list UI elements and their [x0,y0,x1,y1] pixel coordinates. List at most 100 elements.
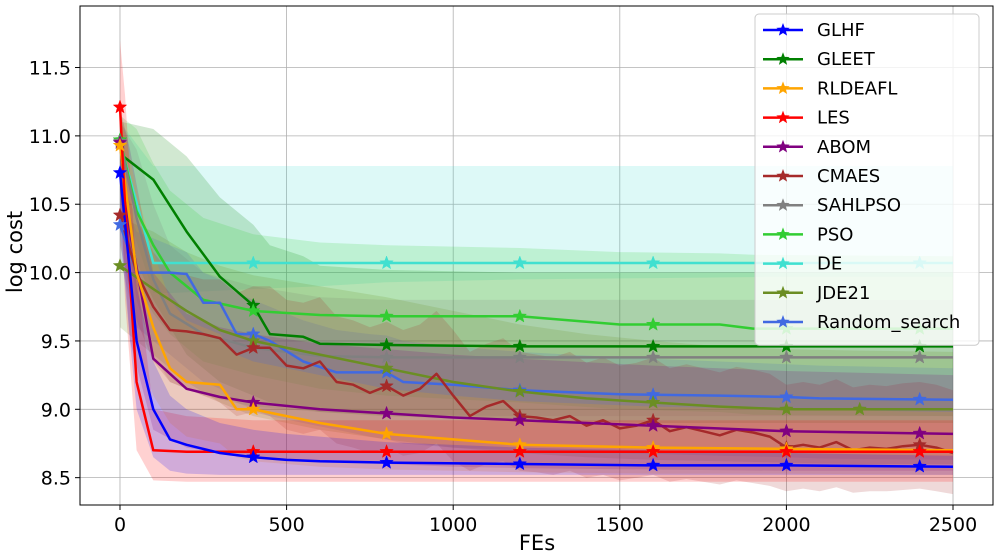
band-les [120,40,953,482]
marker-rldeafl [245,401,261,416]
marker-cmaes [112,207,128,222]
marker-sahlpso [779,349,794,364]
x-tick-label: 1000 [429,514,477,536]
y-tick-label: 10.0 [29,263,71,285]
legend-marker [776,81,790,95]
marker-de [512,255,528,270]
marker-cmaes [245,340,261,355]
marker-les [112,99,128,114]
marker-abom [912,425,928,440]
plot-frame [79,5,994,506]
legend: GLHF GLEET RLDEAFL LES ABOM CMAES SAHLPSO PSO DE… [754,13,980,346]
x-tick-label: 1500 [596,514,644,536]
y-tick-label: 11.0 [29,126,71,148]
legend-label: DE [817,254,842,275]
line-de [118,142,953,265]
marker-de [645,255,661,270]
band-jde21 [120,217,953,464]
marker-pso [645,316,661,331]
y-tick-label: 8.5 [41,468,71,490]
line-rldeafl [118,145,954,452]
marker-cmaes [379,378,394,393]
marker-sahlpso [912,349,928,364]
marker-abom [379,405,394,420]
marker-abom [779,423,794,438]
marker-random-search [112,217,128,231]
marker-jde21 [512,383,528,398]
marker-pso [245,303,261,318]
marker-les [645,443,661,458]
line-random-search [118,224,954,401]
marker-random-search [912,391,928,406]
marker-de [245,255,261,270]
legend-box [754,13,980,346]
legend-marker [776,169,790,182]
marker-gleet [645,338,661,353]
line-jde21 [119,264,953,411]
band-gleet [120,122,953,423]
legend-marker [776,52,790,65]
band-glhf [120,135,953,475]
marker-random-search [779,389,794,404]
legend-label: Random_search [817,312,960,333]
legend-marker [776,256,790,270]
band-pso [120,115,953,417]
y-tick-label: 9.0 [41,399,71,421]
marker-jde21 [779,401,794,416]
legend-marker [776,315,790,328]
line-cmaes [118,214,954,455]
marker-gleet [379,337,394,352]
marker-les [512,443,528,458]
y-axis-ticks: 8.5 9.0 9.5 10.0 10.5 11.0 11.5 [29,58,80,490]
band-abom [120,108,953,471]
marker-glhf [245,449,261,464]
legend-label: CMAES [817,166,880,187]
marker-les [779,443,794,458]
marker-glhf [112,165,128,180]
legend-label: LES [817,108,850,129]
legend-label: JDE21 [816,283,870,304]
y-tick-label: 11.5 [29,58,71,80]
marker-pso [379,308,394,323]
x-tick-label: 2000 [762,514,810,536]
line-pso [118,139,953,330]
marker-pso [512,308,528,323]
marker-de [379,255,394,270]
marker-sahlpso [512,349,528,364]
marker-glhf [912,458,928,473]
legend-label: RLDEAFL [817,78,897,99]
marker-glhf [645,457,661,472]
legend-marker [776,110,790,124]
marker-glhf [779,457,794,472]
marker-jde21 [852,401,868,416]
band-de [120,122,953,294]
legend-label: GLHF [817,20,865,41]
confidence-bands [120,40,953,495]
marker-glhf [379,454,394,469]
legend-marker [776,198,790,211]
legend-marker [776,23,790,36]
line-gleet [118,139,953,348]
marker-abom [645,417,661,432]
y-tick-label: 9.5 [41,331,71,353]
x-tick-label: 2500 [929,514,977,536]
legend-label: PSO [817,224,853,245]
legend-marker [776,139,790,153]
marker-rldeafl [379,426,394,441]
legend-label: ABOM [817,137,871,158]
marker-jde21 [645,394,661,409]
band-rldeafl [120,108,953,475]
marker-abom [512,412,528,427]
y-tick-label: 10.5 [29,194,71,216]
legend-marker [776,285,790,299]
marker-jde21 [112,258,128,272]
x-tick-label: 500 [268,514,304,536]
marker-sahlpso [379,349,394,364]
band-cmaes [120,176,953,495]
marker-les [912,443,928,458]
legend-marker [776,227,790,241]
marker-sahlpso [645,349,661,364]
marker-les [379,443,394,458]
legend-label: SAHLPSO [817,195,901,216]
x-axis-label: FEs [519,531,555,555]
